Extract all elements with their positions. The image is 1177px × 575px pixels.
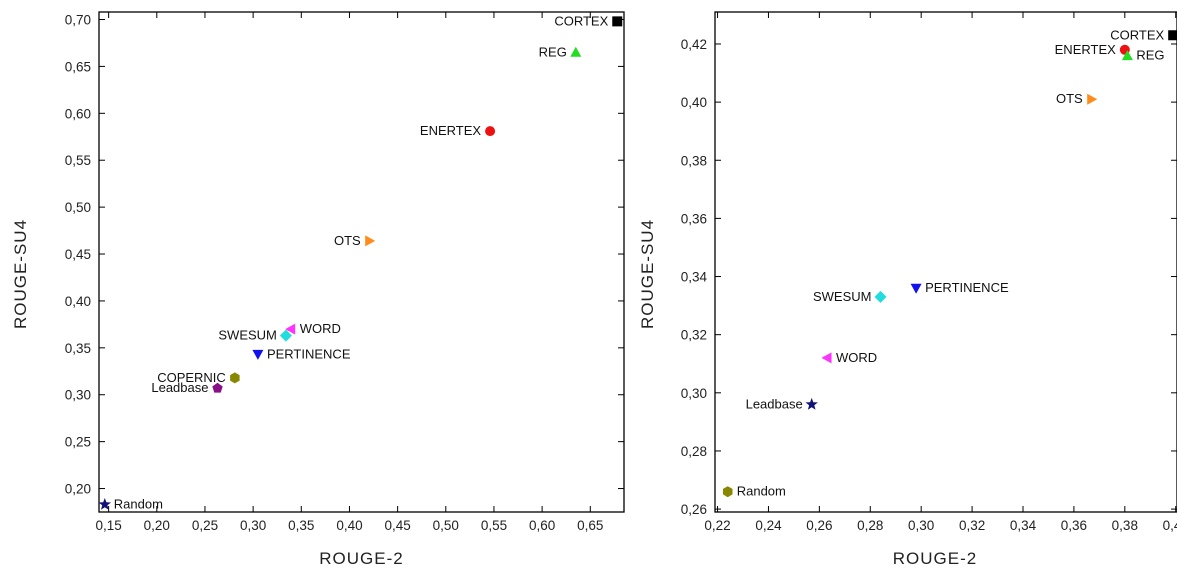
y-tick-label: 0,30 xyxy=(65,388,91,403)
point-label-swesum: SWESUM xyxy=(813,289,872,304)
x-tick-label: 0,35 xyxy=(288,518,314,533)
point-label-random: Random xyxy=(737,484,786,499)
y-tick-label: 0,38 xyxy=(681,153,707,168)
y-tick-label: 0,45 xyxy=(65,247,91,262)
point-cortex xyxy=(612,16,623,27)
y-tick-label: 0,42 xyxy=(681,37,707,52)
y-axis-title: ROUGE-SU4 xyxy=(11,219,30,329)
y-tick-label: 0,26 xyxy=(681,502,707,517)
x-tick-label: 0,30 xyxy=(240,518,266,533)
y-tick-label: 0,32 xyxy=(681,328,707,343)
point-label-reg: REG xyxy=(539,44,567,59)
point-leadbase xyxy=(212,382,223,393)
y-tick-label: 0,70 xyxy=(65,13,91,28)
plot-frame xyxy=(714,11,1177,513)
x-tick-label: 0,50 xyxy=(433,518,459,533)
point-enertex xyxy=(485,126,496,137)
point-label-random: Random xyxy=(114,496,163,511)
point-label-cortex: CORTEX xyxy=(1110,27,1164,42)
point-label-copernic: COPERNIC xyxy=(157,370,226,385)
y-tick-label: 0,20 xyxy=(65,482,91,497)
x-tick-label: 0,38 xyxy=(1112,518,1138,533)
scatter-plot-2: 0,22 0,24 0,26 0,28 0,30 0,32 0,34 0,36 0,38 0,40… xyxy=(638,11,1177,568)
y-tick-label: 0,55 xyxy=(65,153,91,168)
point-label-pertinence: PERTINENCE xyxy=(267,346,351,361)
y-tick-label: 0,28 xyxy=(681,444,707,459)
point-word xyxy=(821,352,832,364)
point-reg xyxy=(1121,50,1133,61)
y-axis-title: ROUGE-SU4 xyxy=(638,219,657,329)
x-tick-label: 0,24 xyxy=(755,518,782,533)
y-tick-label: 0,35 xyxy=(65,341,91,356)
point-random xyxy=(98,498,111,510)
x-tick-label: 0,45 xyxy=(384,518,410,533)
point-ots xyxy=(1087,93,1098,105)
y-tick-label: 0,40 xyxy=(681,95,707,110)
x-tick-label: 0,30 xyxy=(908,518,934,533)
point-label-reg: REG xyxy=(1136,48,1164,63)
x-tick-label: 0,22 xyxy=(704,518,730,533)
y-tick-label: 0,50 xyxy=(65,200,91,215)
x-tick-label: 0,65 xyxy=(577,518,603,533)
point-leadbase xyxy=(805,397,818,410)
scatter-plot-1: 0,15 0,20 0,25 0,30 0,35 0,40 0,45 0,50 0,55 0,60… xyxy=(11,11,625,568)
point-label-leadbase: Leadbase xyxy=(151,380,208,395)
point-pertinence xyxy=(252,349,264,360)
x-tick-label: 0,40 xyxy=(336,518,362,533)
x-tick-label: 0,60 xyxy=(529,518,555,533)
x-tick-label: 0,26 xyxy=(806,518,832,533)
x-tick-label: 0,28 xyxy=(857,518,883,533)
x-axis-title: ROUGE-2 xyxy=(893,549,977,568)
point-label-ots: OTS xyxy=(1056,91,1083,106)
point-label-cortex: CORTEX xyxy=(554,13,608,28)
point-random xyxy=(723,486,733,498)
point-label-word: WORD xyxy=(836,350,877,365)
x-tick-label: 0,20 xyxy=(144,518,170,533)
point-label-swesum: SWESUM xyxy=(218,328,277,343)
point-label-word: WORD xyxy=(300,321,341,336)
y-tick-label: 0,65 xyxy=(65,59,91,74)
point-label-leadbase: Leadbase xyxy=(746,396,803,411)
point-copernic xyxy=(230,372,240,384)
point-swesum xyxy=(874,290,887,303)
x-tick-label: 0,36 xyxy=(1061,518,1087,533)
point-label-enertex: ENERTEX xyxy=(1055,42,1116,57)
x-tick-label: 0,40 xyxy=(1163,518,1177,533)
x-tick-label: 0,55 xyxy=(481,518,507,533)
y-tick-label: 0,60 xyxy=(65,106,91,121)
point-word xyxy=(285,323,296,335)
y-tick-label: 0,34 xyxy=(681,270,708,285)
point-swesum xyxy=(279,329,292,342)
y-tick-label: 0,30 xyxy=(681,386,707,401)
point-cortex xyxy=(1168,30,1177,41)
point-pertinence xyxy=(910,283,922,294)
point-label-enertex: ENERTEX xyxy=(420,123,481,138)
y-tick-label: 0,40 xyxy=(65,294,91,309)
point-reg xyxy=(570,46,582,57)
y-tick-label: 0,25 xyxy=(65,435,91,450)
x-axis-title: ROUGE-2 xyxy=(319,549,403,568)
x-tick-label: 0,25 xyxy=(192,518,218,533)
point-label-pertinence: PERTINENCE xyxy=(925,280,1009,295)
point-ots xyxy=(365,235,376,247)
plot-frame xyxy=(98,11,625,513)
y-tick-label: 0,36 xyxy=(681,211,707,226)
x-tick-label: 0,32 xyxy=(959,518,985,533)
point-label-ots: OTS xyxy=(334,233,361,248)
x-tick-label: 0,34 xyxy=(1010,518,1037,533)
x-tick-label: 0,15 xyxy=(95,518,121,533)
